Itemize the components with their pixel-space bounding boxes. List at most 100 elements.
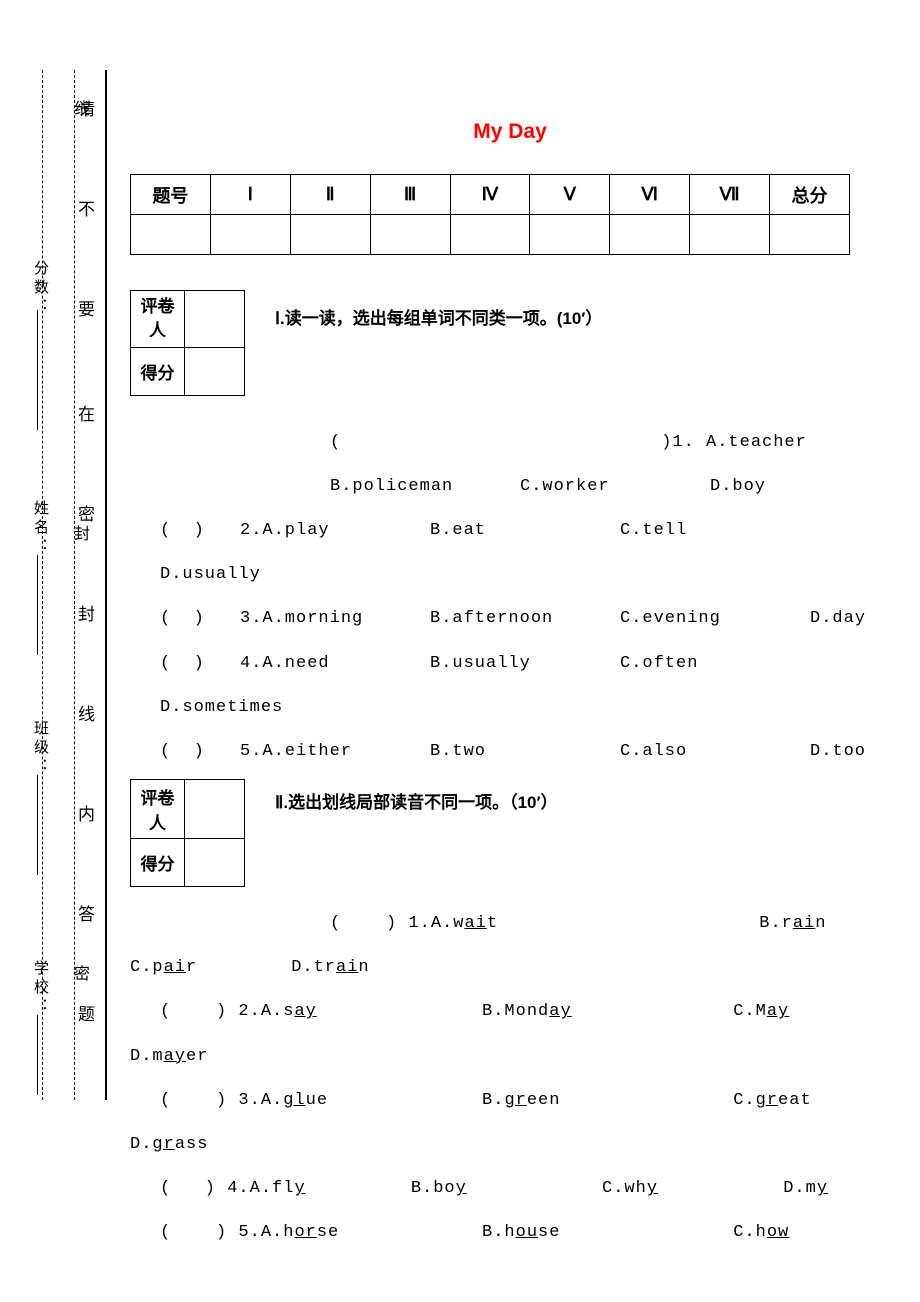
question-row: ( ) 2.A.play B.eat C.tell D.usually (130, 509, 890, 597)
answer-blank[interactable]: ( ) (160, 1179, 216, 1198)
option: B.boy (411, 1167, 591, 1211)
score-cell[interactable] (290, 215, 370, 255)
option: C.May (733, 1002, 789, 1021)
score-header: 题号 (131, 175, 211, 215)
option: A.teacher (706, 433, 807, 452)
reviewer-label: 评卷人 (131, 291, 185, 348)
question-row: ( ) 2.A.say B.Monday C.May (130, 990, 890, 1034)
question-row: ( )1. A.teacher (130, 421, 890, 465)
score-header: Ⅱ (290, 175, 370, 215)
score-header: Ⅲ (370, 175, 450, 215)
question-row-cont: D.grass (130, 1123, 890, 1167)
option: D.too (810, 730, 866, 774)
question-row: ( ) 1.A.wait B.rain (130, 902, 890, 946)
dashed-line-inner (74, 70, 75, 1100)
answer-blank[interactable]: ( ) (160, 597, 240, 641)
option: D.day (810, 597, 866, 641)
question-row: ( ) 4.A.need B.usually C.often (130, 642, 890, 686)
option: A.glue (261, 1079, 471, 1123)
question-number: )1. (661, 433, 695, 452)
option: D.sometimes (130, 686, 890, 730)
score-header: 总分 (770, 175, 850, 215)
page-title: My Day (130, 120, 890, 144)
option: B.rain (759, 914, 826, 933)
answer-blank[interactable]: ( ) (160, 509, 240, 553)
content-area: My Day 题号 Ⅰ Ⅱ Ⅲ Ⅳ Ⅴ Ⅵ Ⅶ 总分 评卷 (130, 70, 890, 1256)
question-row-cont: D.mayer (130, 1035, 890, 1079)
reviewer-value[interactable] (185, 780, 245, 839)
answer-blank[interactable]: ( ) (160, 730, 240, 774)
score-cell[interactable] (131, 215, 211, 255)
score-value[interactable] (185, 839, 245, 887)
label-name: 姓名： (30, 500, 51, 557)
score-cell[interactable] (530, 215, 610, 255)
fill-line (37, 1015, 38, 1095)
binding-margin: 分数： 姓名： 班级： 学校： 线 封 密 请 不 要 在 密 封 线 内 答 … (0, 0, 105, 1100)
option: C.pair (130, 946, 280, 990)
inner-char: 密 (67, 965, 91, 981)
option: B.afternoon (430, 597, 620, 641)
option: D.train (291, 958, 369, 977)
right-char: 封 (78, 600, 95, 625)
right-char: 在 (78, 400, 95, 425)
option: B.eat (430, 509, 620, 553)
option: C.why (602, 1167, 772, 1211)
question-row: ( ) 4.A.fly B.boy C.why D.my (130, 1167, 890, 1211)
score-header: Ⅵ (610, 175, 690, 215)
answer-blank[interactable]: ( ) (160, 642, 240, 686)
label-school: 学校： (30, 960, 51, 1017)
option: C.also (620, 730, 810, 774)
score-cell[interactable] (610, 215, 690, 255)
score-header: Ⅴ (530, 175, 610, 215)
option: C.tell (620, 509, 810, 553)
question-row: ( ) 5.A.either B.two C.also D.too (130, 730, 890, 774)
option: A.say (261, 990, 471, 1034)
option: B.two (430, 730, 620, 774)
option: D.my (783, 1179, 828, 1198)
score-cell[interactable] (690, 215, 770, 255)
option: B.policeman (330, 465, 520, 509)
option: B.usually (430, 642, 620, 686)
score-header: Ⅰ (210, 175, 290, 215)
option: B.green (482, 1079, 722, 1123)
section-2-questions: ( ) 1.A.wait B.rain C.pair D.train ( ) 2… (130, 902, 890, 1256)
answer-blank[interactable]: ( ) (160, 1091, 227, 1110)
question-row-cont: B.policeman C.worker D.boy (130, 465, 890, 509)
content-border-line (105, 70, 107, 1100)
answer-blank[interactable]: ( ) (330, 914, 397, 933)
answer-blank[interactable]: ( ) (160, 1002, 227, 1021)
score-value[interactable] (185, 347, 245, 395)
option: C.how (733, 1223, 789, 1242)
label-class: 班级： (30, 720, 51, 777)
reviewer-value[interactable] (185, 291, 245, 348)
score-label: 得分 (131, 347, 185, 395)
score-cell[interactable] (450, 215, 530, 255)
option: 4.A.need (240, 642, 430, 686)
score-cell[interactable] (770, 215, 850, 255)
score-table: 题号 Ⅰ Ⅱ Ⅲ Ⅳ Ⅴ Ⅵ Ⅶ 总分 (130, 174, 850, 255)
option: C.great (733, 1091, 811, 1110)
option: D.boy (710, 465, 766, 509)
option: D.usually (160, 553, 261, 597)
grader-block-1: 评卷人 得分 (130, 290, 245, 396)
score-cell[interactable] (210, 215, 290, 255)
option: B.Monday (482, 990, 722, 1034)
score-cell[interactable] (370, 215, 450, 255)
answer-blank[interactable]: ( (330, 421, 650, 465)
option: A.wait (431, 914, 498, 933)
score-header: Ⅶ (690, 175, 770, 215)
option: A.fly (250, 1167, 400, 1211)
question-row: ( ) 3.A.morning B.afternoon C.evening D.… (130, 597, 890, 641)
answer-blank[interactable]: ( ) (160, 1223, 227, 1242)
option: 3.A.morning (240, 597, 430, 641)
right-char: 答 (78, 900, 95, 925)
question-row-cont: C.pair D.train (130, 946, 890, 990)
right-char: 要 (78, 295, 95, 320)
question-row: ( ) 3.A.glue B.green C.great (130, 1079, 890, 1123)
option: 5.A.either (240, 730, 430, 774)
option: C.worker (520, 465, 710, 509)
section-1-questions: ( )1. A.teacher B.policeman C.worker D.b… (130, 421, 890, 775)
right-char: 线 (78, 700, 95, 725)
fill-line (37, 310, 38, 430)
option: D.mayer (130, 1047, 208, 1066)
